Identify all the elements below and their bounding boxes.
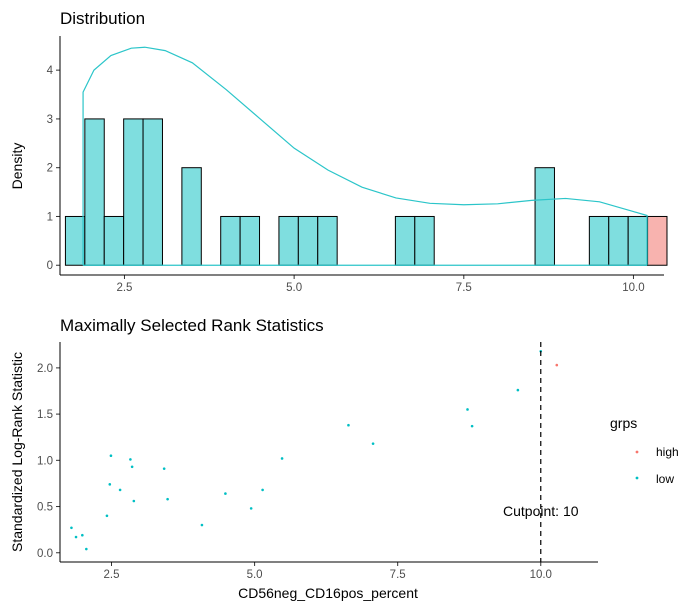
distribution-y-tick-label: 2 — [47, 163, 53, 175]
histogram-bar-4 — [123, 118, 144, 266]
scatter-point-16 — [249, 507, 253, 510]
histogram-bar-6 — [181, 167, 202, 266]
distribution-y-tick-label: 3 — [47, 114, 53, 126]
histogram-bar-14 — [534, 167, 555, 266]
distribution-bars — [64, 118, 668, 266]
distribution-x-tick-label: 7.5 — [456, 282, 472, 294]
histogram-bar-12 — [394, 215, 416, 266]
legend-high-marker — [635, 450, 639, 454]
scatter-point-25 — [555, 363, 559, 367]
legend-low-label: low — [656, 472, 674, 486]
scatter-point-7 — [109, 454, 113, 457]
distribution-x-tick-label: 2.5 — [116, 282, 132, 294]
scatter-point-15 — [224, 492, 227, 495]
distribution-x-tick-label: 5.0 — [286, 282, 302, 294]
histogram-bar-9 — [278, 215, 299, 266]
histogram-bar-17 — [627, 215, 649, 266]
scatter-point-1 — [70, 526, 73, 530]
rank-stat-y-tick-label: 1.0 — [37, 455, 53, 467]
rank-stat-y-tick-label: 0.5 — [37, 502, 53, 514]
distribution-y-tick-label: 1 — [47, 211, 53, 223]
histogram-bar-13 — [414, 215, 435, 266]
distribution-x-tick-label: 10.0 — [622, 282, 644, 294]
histogram-bar-3 — [103, 215, 125, 266]
scatter-point-20 — [371, 442, 375, 445]
rank-stat-x-axis-label: CD56neg_CD16pos_percent — [238, 585, 418, 601]
distribution-y-tick-label: 4 — [47, 65, 54, 77]
histogram-bar-5 — [142, 118, 163, 266]
legend-high-label: high — [656, 445, 679, 459]
histogram-bar-10 — [297, 215, 319, 266]
scatter-point-17 — [261, 488, 264, 492]
histogram-bar-7 — [220, 215, 241, 266]
scatter-point-5 — [105, 514, 109, 518]
scatter-point-8 — [118, 488, 122, 492]
rank-stat-y-axis-label: Standardized Log-Rank Statistic — [9, 352, 25, 552]
rank-stat-x-tick-label: 10.0 — [530, 569, 552, 581]
scatter-point-10 — [130, 465, 134, 469]
rank-stat-x-tick-label: 2.5 — [104, 569, 120, 581]
scatter-point-4 — [85, 547, 88, 551]
histogram-bar-18 — [647, 215, 668, 266]
rank-stat-x-ticks: 2.5 5.0 7.5 10.0 — [104, 562, 552, 581]
rank-stat-title: Maximally Selected Rank Statistics — [60, 316, 324, 335]
histogram-bar-1 — [64, 215, 86, 266]
rank-stat-x-tick-label: 5.0 — [247, 569, 263, 581]
rank-stat-y-ticks: 0.0 0.5 1.0 1.5 2.0 — [37, 363, 60, 560]
scatter-point-21 — [466, 408, 469, 411]
density-curve — [82, 46, 648, 266]
scatter-point-19 — [347, 423, 350, 427]
cutpoint-label: Cutpoint: 10 — [503, 503, 579, 519]
histogram-bar-15 — [588, 215, 610, 266]
scatter-point-11 — [132, 499, 136, 503]
distribution-x-ticks: 2.5 5.0 7.5 10.0 — [116, 275, 645, 294]
scatter-point-14 — [200, 523, 204, 527]
legend: grps high low — [610, 415, 679, 486]
distribution-title: Distribution — [60, 9, 145, 28]
scatter-point-6 — [108, 483, 112, 486]
legend-title: grps — [610, 415, 637, 431]
rank-stat-y-tick-label: 2.0 — [37, 363, 53, 375]
distribution-y-tick-label: 0 — [47, 260, 53, 272]
rank-stat-y-tick-label: 1.5 — [37, 409, 53, 421]
scatter-point-2 — [74, 535, 78, 539]
distribution-y-ticks: 0 1 2 3 4 — [47, 65, 60, 272]
distribution-y-axis-label: Density — [9, 143, 25, 190]
scatter-point-12 — [162, 467, 166, 470]
histogram-bar-8 — [239, 215, 261, 266]
scatter-point-13 — [166, 497, 169, 501]
scatter-point-3 — [81, 533, 84, 537]
histogram-bar-2 — [84, 118, 105, 266]
legend-low-marker — [635, 476, 639, 480]
rank-stat-points — [70, 349, 559, 551]
rank-stat-x-tick-label: 7.5 — [390, 569, 406, 581]
histogram-bar-11 — [317, 215, 338, 266]
scatter-point-9 — [129, 458, 132, 461]
histogram-bar-16 — [608, 215, 629, 266]
scatter-point-22 — [470, 424, 474, 428]
rank-stat-y-tick-label: 0.0 — [37, 548, 53, 560]
scatter-point-23 — [516, 388, 520, 392]
scatter-point-18 — [280, 457, 284, 460]
